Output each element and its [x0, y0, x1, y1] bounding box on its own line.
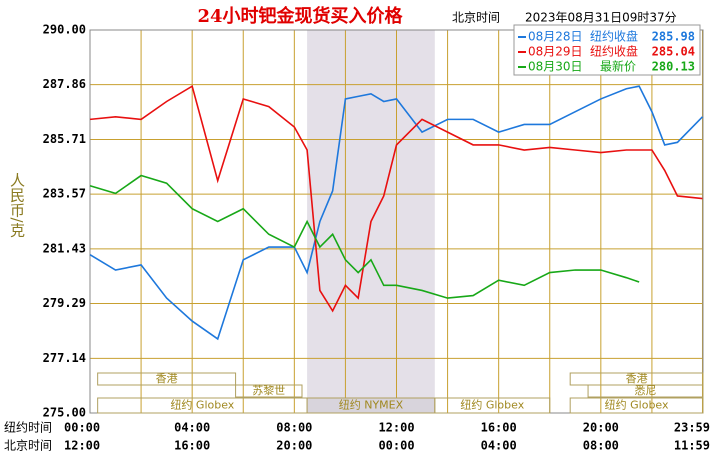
series-line [89, 85, 704, 341]
x-tick-label: 08:00 [276, 421, 312, 435]
x-tick-label-beijing: 20:00 [276, 439, 312, 453]
session-box [235, 384, 303, 398]
legend-name: 08月30日 [528, 60, 583, 74]
x-tick-label: 12:00 [378, 421, 414, 435]
legend-last: 280.13 [652, 60, 695, 74]
x-row2-label: 北京时间 [4, 439, 52, 453]
legend-box [513, 24, 701, 76]
session-label: 纽约 NYMEX [339, 398, 404, 412]
x-tick-label: 00:00 [64, 421, 100, 435]
chart-title: 24小时钯金现货买入价格 [197, 5, 403, 27]
session-label: 纽约 Globex [460, 398, 524, 412]
legend-name: 08月29日 [528, 45, 583, 59]
x-tick-label: 04:00 [174, 421, 210, 435]
legend-last: 285.04 [652, 45, 695, 59]
session-box [434, 397, 551, 414]
series-line [89, 174, 640, 299]
x-row1-label: 纽约时间 [4, 420, 52, 435]
y-tick-label: 279.29 [43, 296, 86, 310]
session-label: 苏黎世 [252, 383, 285, 397]
y-tick-label: 277.14 [43, 351, 86, 365]
session-label: 悉尼 [635, 384, 657, 397]
session-box [569, 397, 704, 414]
session-label: 香港 [626, 372, 648, 385]
legend-note: 纽约收盘 [590, 44, 638, 59]
session-label: 纽约 Globex [170, 398, 234, 412]
x-tick-label-beijing: 11:59 [674, 439, 710, 453]
session-label: 纽约 Globex [605, 398, 669, 412]
x-tick-label: 16:00 [481, 421, 517, 435]
y-tick-label: 287.86 [43, 77, 86, 91]
x-tick-label-beijing: 08:00 [583, 439, 619, 453]
x-tick-label-beijing: 12:00 [64, 439, 100, 453]
session-label: 香港 [156, 372, 178, 385]
x-tick-label-beijing: 04:00 [481, 439, 517, 453]
series-line [89, 84, 703, 313]
title-time-label: 北京时间 [452, 11, 500, 25]
legend-last: 285.98 [652, 30, 695, 44]
session-box [587, 384, 704, 398]
y-tick-label: 283.57 [43, 187, 86, 201]
title-time: 2023年08月31日09时37分 [525, 11, 677, 25]
y-axis-label: 人民币/克 [8, 172, 26, 238]
y-tick-label: 281.43 [43, 241, 86, 255]
legend-note: 纽约收盘 [590, 29, 638, 44]
session-box [97, 372, 237, 386]
x-tick-label: 23:59 [674, 421, 710, 435]
y-tick-label: 290.00 [43, 23, 86, 37]
legend-name: 08月28日 [528, 30, 583, 44]
legend-note: 最新价 [600, 59, 636, 74]
y-tick-label: 275.00 [43, 406, 86, 420]
x-tick-label-beijing: 16:00 [174, 439, 210, 453]
x-tick-label: 20:00 [583, 421, 619, 435]
y-tick-label: 285.71 [43, 132, 86, 146]
x-tick-label-beijing: 00:00 [378, 439, 414, 453]
